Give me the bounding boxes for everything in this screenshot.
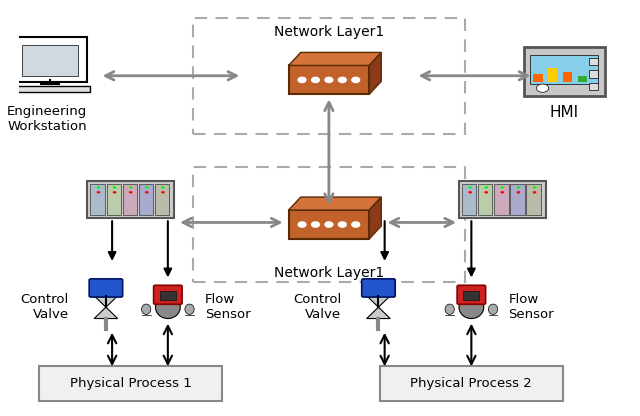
- Bar: [563, 72, 572, 82]
- Circle shape: [352, 222, 360, 227]
- Circle shape: [484, 186, 488, 188]
- FancyBboxPatch shape: [289, 210, 369, 239]
- FancyBboxPatch shape: [380, 366, 563, 401]
- FancyBboxPatch shape: [10, 86, 90, 92]
- FancyBboxPatch shape: [13, 37, 87, 82]
- Circle shape: [532, 186, 536, 188]
- Circle shape: [113, 191, 116, 193]
- Polygon shape: [369, 197, 381, 239]
- FancyBboxPatch shape: [510, 184, 525, 215]
- Polygon shape: [94, 296, 118, 307]
- Circle shape: [113, 186, 116, 188]
- Text: Control
Valve: Control Valve: [293, 293, 341, 321]
- Ellipse shape: [488, 304, 498, 314]
- FancyBboxPatch shape: [462, 184, 476, 215]
- Circle shape: [129, 191, 132, 193]
- Text: Control
Valve: Control Valve: [20, 293, 68, 321]
- FancyBboxPatch shape: [89, 279, 123, 297]
- FancyBboxPatch shape: [39, 366, 222, 401]
- FancyBboxPatch shape: [139, 184, 153, 215]
- Circle shape: [352, 77, 360, 82]
- Circle shape: [516, 186, 520, 188]
- Circle shape: [532, 191, 536, 193]
- Circle shape: [339, 77, 346, 82]
- FancyBboxPatch shape: [123, 184, 137, 215]
- Polygon shape: [94, 307, 118, 319]
- Ellipse shape: [156, 296, 180, 319]
- Polygon shape: [369, 52, 381, 94]
- Text: Engineering
Workstation: Engineering Workstation: [7, 105, 87, 133]
- Text: Network Layer1: Network Layer1: [274, 266, 384, 280]
- FancyBboxPatch shape: [90, 184, 105, 215]
- Circle shape: [145, 186, 148, 188]
- Circle shape: [325, 222, 333, 227]
- Circle shape: [325, 77, 333, 82]
- Circle shape: [97, 191, 100, 193]
- FancyBboxPatch shape: [362, 279, 395, 297]
- Bar: [589, 83, 598, 90]
- FancyBboxPatch shape: [457, 285, 486, 304]
- Circle shape: [468, 186, 472, 188]
- FancyBboxPatch shape: [494, 184, 509, 215]
- FancyBboxPatch shape: [463, 292, 479, 300]
- Circle shape: [516, 191, 520, 193]
- Circle shape: [312, 77, 319, 82]
- Text: Flow
Sensor: Flow Sensor: [205, 293, 251, 321]
- Circle shape: [500, 191, 504, 193]
- Circle shape: [145, 191, 148, 193]
- Circle shape: [312, 222, 319, 227]
- FancyBboxPatch shape: [530, 55, 598, 84]
- Polygon shape: [289, 52, 381, 65]
- Ellipse shape: [185, 304, 194, 314]
- Circle shape: [298, 222, 306, 227]
- Circle shape: [129, 186, 132, 188]
- Polygon shape: [289, 197, 381, 210]
- FancyBboxPatch shape: [160, 292, 176, 300]
- Circle shape: [298, 77, 306, 82]
- Bar: [578, 76, 587, 82]
- Polygon shape: [367, 307, 390, 319]
- Bar: [589, 70, 598, 78]
- Circle shape: [484, 191, 488, 193]
- Circle shape: [97, 186, 100, 188]
- Circle shape: [500, 186, 504, 188]
- FancyBboxPatch shape: [0, 43, 10, 92]
- Ellipse shape: [141, 304, 151, 314]
- Circle shape: [161, 186, 164, 188]
- Text: Flow
Sensor: Flow Sensor: [509, 293, 554, 321]
- Text: Physical Process 1: Physical Process 1: [70, 377, 191, 390]
- FancyBboxPatch shape: [524, 47, 605, 97]
- FancyBboxPatch shape: [22, 45, 78, 76]
- Text: Network Layer1: Network Layer1: [274, 25, 384, 39]
- FancyBboxPatch shape: [459, 181, 546, 218]
- Circle shape: [468, 191, 472, 193]
- Circle shape: [536, 84, 548, 92]
- Bar: [533, 74, 543, 82]
- Bar: [589, 58, 598, 65]
- FancyBboxPatch shape: [478, 184, 492, 215]
- Text: HMI: HMI: [550, 105, 579, 120]
- Polygon shape: [367, 296, 390, 307]
- FancyBboxPatch shape: [289, 65, 369, 94]
- Circle shape: [339, 222, 346, 227]
- FancyBboxPatch shape: [106, 184, 121, 215]
- Ellipse shape: [445, 304, 454, 314]
- FancyBboxPatch shape: [155, 184, 169, 215]
- Ellipse shape: [459, 296, 484, 319]
- FancyBboxPatch shape: [154, 285, 182, 304]
- Bar: [548, 67, 557, 82]
- FancyBboxPatch shape: [87, 181, 174, 218]
- Circle shape: [161, 191, 164, 193]
- Text: Physical Process 2: Physical Process 2: [410, 377, 532, 390]
- FancyBboxPatch shape: [527, 184, 541, 215]
